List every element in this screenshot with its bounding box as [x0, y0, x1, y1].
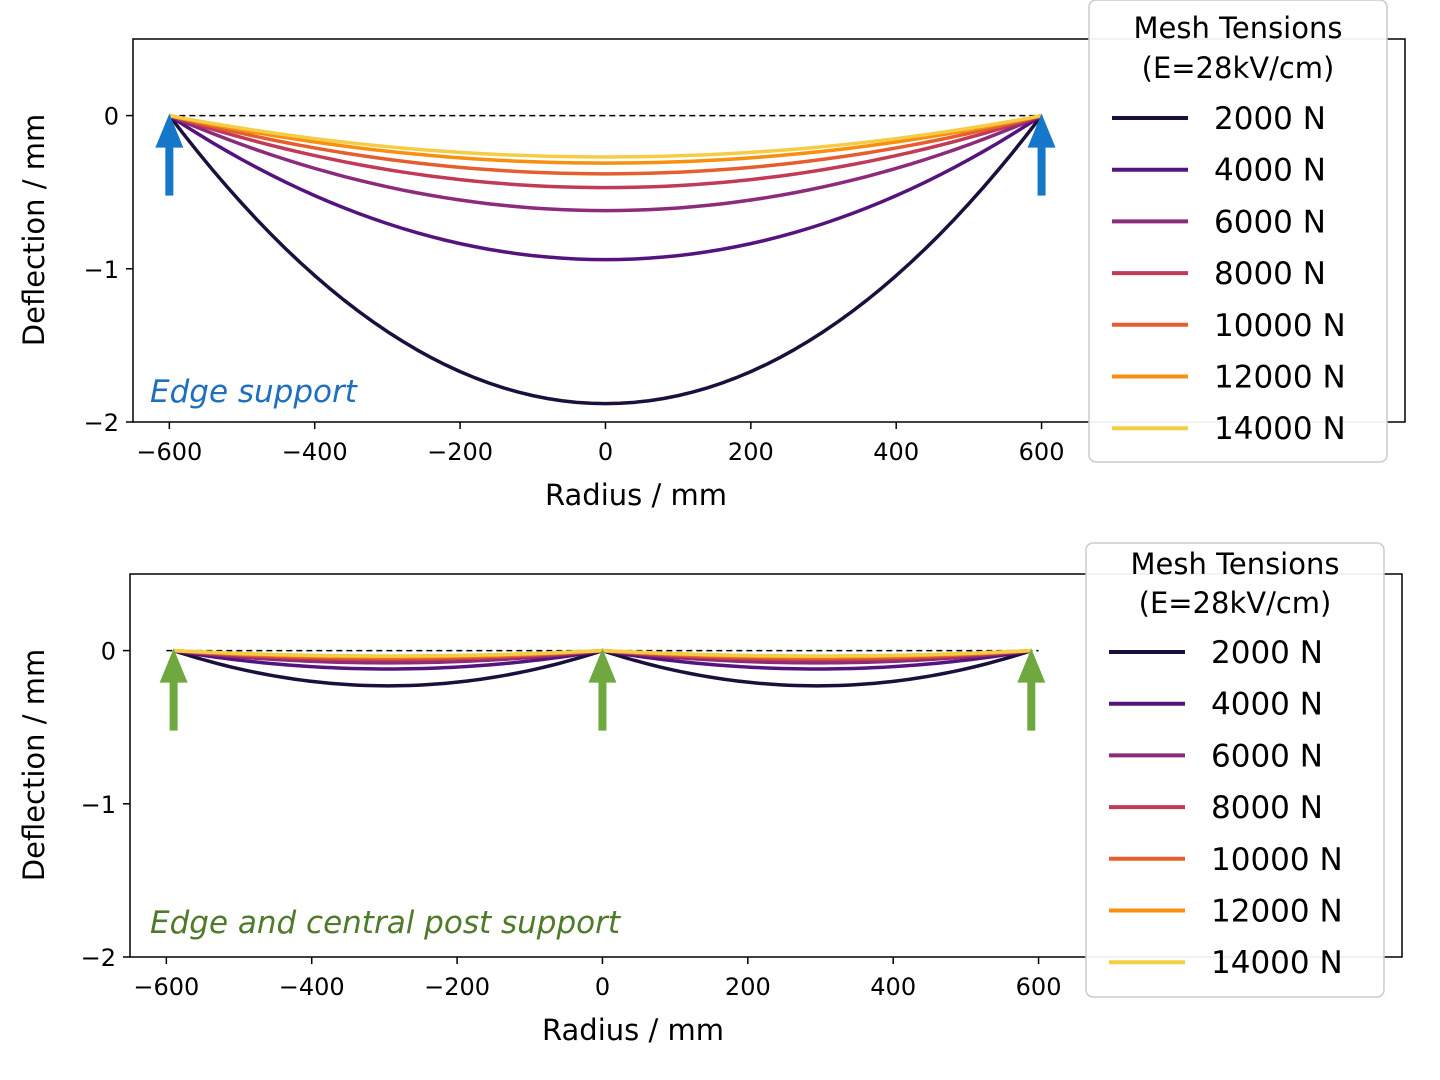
legend-title-line-1: Mesh Tensions [1131, 547, 1340, 581]
support-arrow-0-head [159, 648, 188, 683]
edge-and-central-support-chart: −600 −400 −200 0 200 400 600 0 −1 −2 Radius / mm De… [17, 542, 1403, 1047]
y-tick-label: −2 [84, 409, 119, 437]
series-line-6000-N [168, 113, 1043, 213]
series-line-2000-N [167, 114, 1043, 406]
support-arrow-1-shaft [1037, 145, 1046, 196]
legend-entry-label: 6000 N [1214, 204, 1326, 240]
support-arrow-0-head [155, 113, 184, 148]
legend-entry-label: 8000 N [1211, 790, 1323, 826]
plot-frame [132, 38, 1406, 423]
x-tick-label: 400 [873, 438, 919, 466]
legend: Mesh Tensions (E=28kV/cm) 2000 N 4000 N 6000… [1088, 0, 1388, 463]
panel-annotation: Edge and central post support [150, 905, 622, 941]
legend-entry-label: 4000 N [1211, 687, 1323, 723]
y-axis-label: Deflection / mm [17, 114, 51, 346]
legend-entry-label: 4000 N [1214, 153, 1326, 189]
legend-title-line-1: Mesh Tensions [1134, 11, 1343, 45]
series-line-14000-N [169, 113, 1042, 159]
x-tick-label: −400 [282, 438, 348, 466]
plot-frame [129, 573, 1403, 958]
x-axis-label: Radius / mm [545, 478, 727, 512]
legend-box [1085, 542, 1385, 998]
support-arrow-2-shaft [1027, 680, 1036, 731]
x-tick-label: −400 [279, 973, 345, 1001]
legend-entry-label: 12000 N [1214, 360, 1346, 396]
panel-annotation: Edge support [150, 374, 359, 410]
support-arrow-0-shaft [165, 145, 174, 196]
legend-entry-label: 2000 N [1211, 635, 1323, 671]
x-tick-label: 400 [870, 973, 916, 1001]
x-tick-label: −200 [427, 438, 493, 466]
x-tick-label: 0 [598, 438, 613, 466]
legend: Mesh Tensions (E=28kV/cm) 2000 N 4000 N 6000… [1085, 542, 1385, 998]
y-tick-label: 0 [104, 103, 119, 131]
legend-title-line-2: (E=28kV/cm) [1142, 51, 1335, 85]
x-tick-label: −200 [424, 973, 490, 1001]
legend-entry-label: 10000 N [1214, 308, 1346, 344]
y-tick-label: −2 [81, 944, 116, 972]
y-tick-label: 0 [101, 638, 116, 666]
x-tick-label: 600 [1019, 438, 1065, 466]
legend-entry-label: 10000 N [1211, 842, 1343, 878]
legend-entry-label: 14000 N [1211, 945, 1343, 981]
y-tick-label: −1 [81, 791, 116, 819]
legend-title-line-2: (E=28kV/cm) [1139, 586, 1332, 620]
support-arrow-0-shaft [169, 680, 178, 731]
support-arrow-1-head [1027, 113, 1056, 148]
y-tick-label: −1 [84, 256, 119, 284]
support-arrow-2-head [1017, 648, 1046, 683]
x-tick-label: −600 [133, 973, 199, 1001]
legend-entry-label: 6000 N [1211, 738, 1323, 774]
x-tick-label: 200 [728, 438, 774, 466]
y-axis-label: Deflection / mm [17, 649, 51, 881]
support-arrow-1-shaft [598, 680, 607, 731]
series-line-8000-N [168, 113, 1043, 190]
x-tick-label: 0 [595, 973, 610, 1001]
legend-entry-label: 14000 N [1214, 411, 1346, 447]
series-line-4000-N [168, 114, 1043, 262]
series-line-12000-N [168, 113, 1042, 165]
edge-support-chart: −600 −400 −200 0 200 400 600 0 −1 −2 Radius / mm De… [17, 0, 1406, 512]
legend-entry-label: 2000 N [1214, 101, 1326, 137]
x-tick-label: 200 [725, 973, 771, 1001]
legend-box [1088, 0, 1388, 463]
series-line-10000-N [168, 113, 1043, 176]
x-tick-label: 600 [1016, 973, 1062, 1001]
x-tick-label: −600 [136, 438, 202, 466]
legend-entry-label: 8000 N [1214, 256, 1326, 292]
support-arrow-1-head [588, 648, 617, 683]
legend-entry-label: 12000 N [1211, 894, 1343, 930]
x-axis-label: Radius / mm [542, 1013, 724, 1047]
